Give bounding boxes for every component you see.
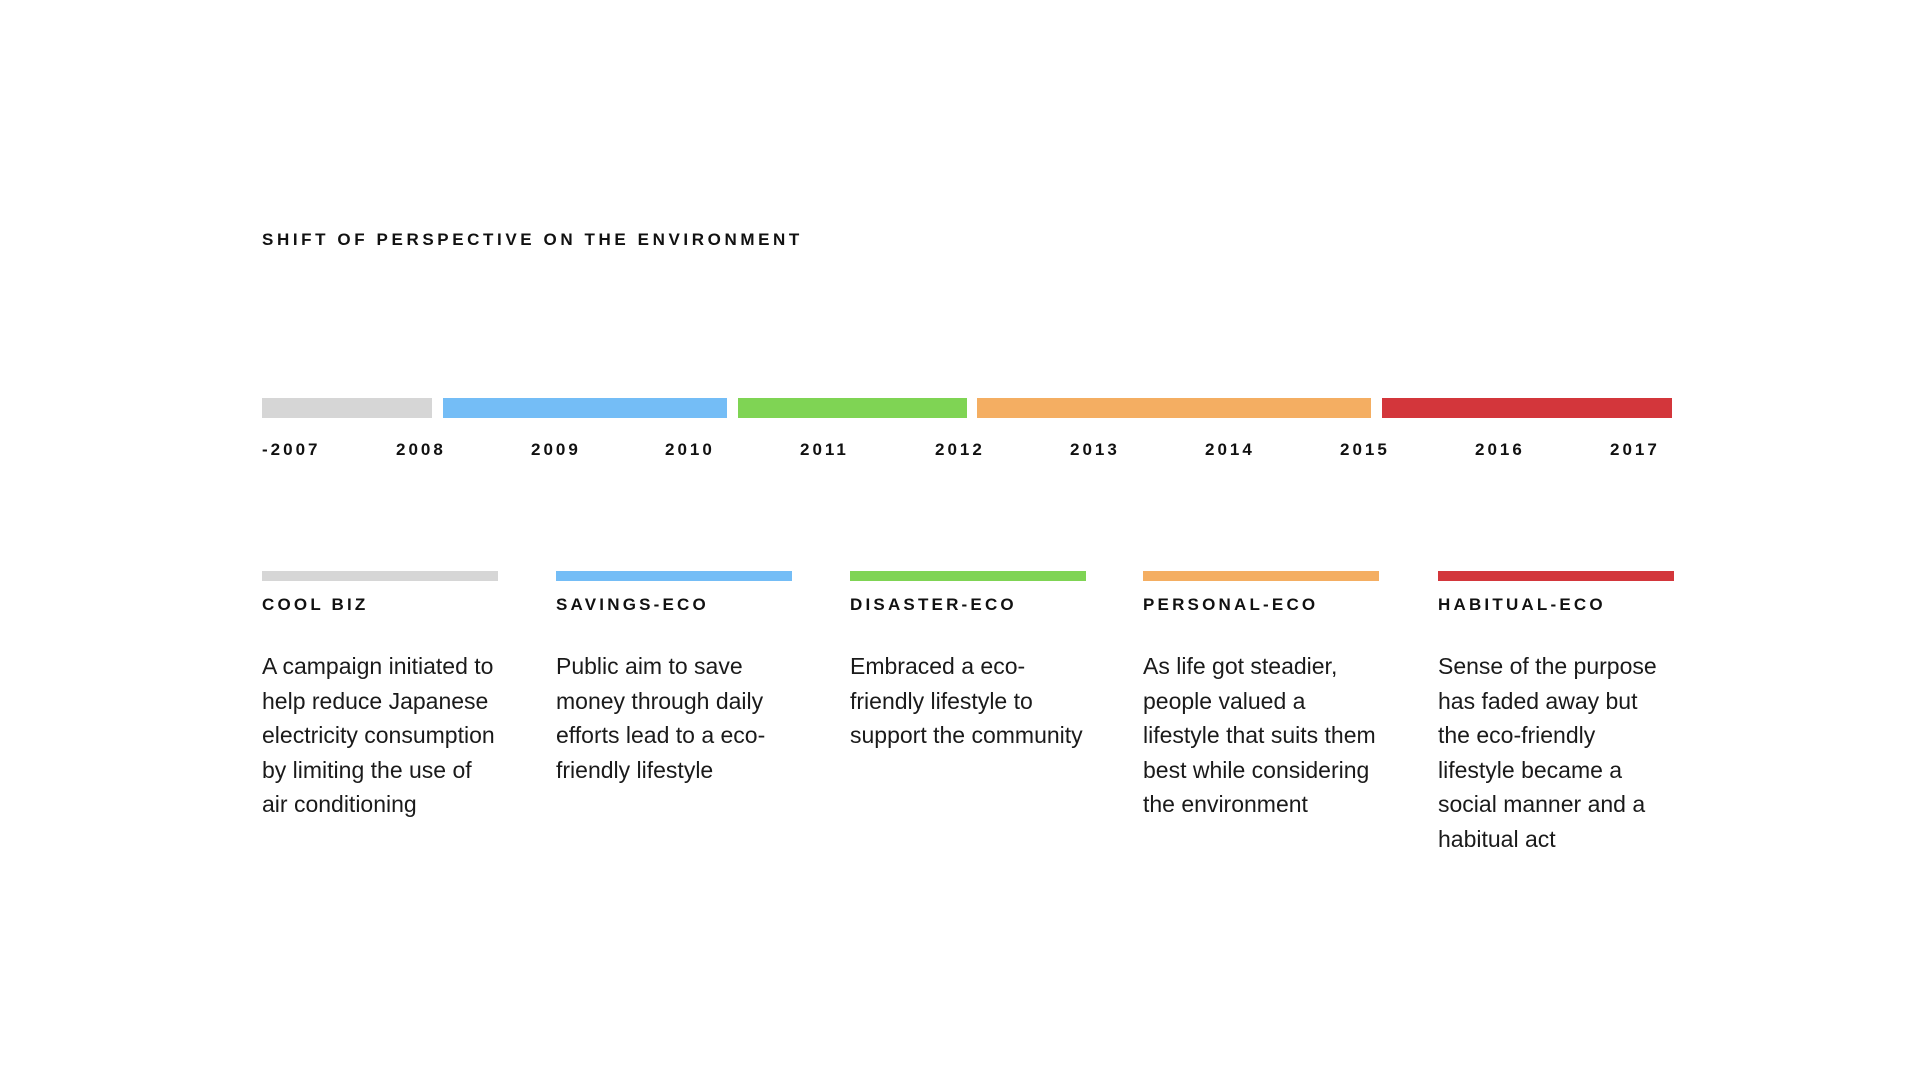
era-description: As life got steadier, people valued a li… [1143, 653, 1376, 817]
year-label: -2007 [262, 440, 321, 459]
year-label: 2013 [1070, 440, 1120, 459]
year-label: 2009 [531, 440, 581, 459]
era-name: COOL BIZ [262, 595, 369, 614]
year-label: 2012 [935, 440, 985, 459]
year-label: 2017 [1610, 440, 1660, 459]
era-color-bar [1438, 571, 1674, 581]
page-title: SHIFT OF PERSPECTIVE ON THE ENVIRONMENT [262, 230, 803, 249]
era-description: A campaign initiated to help reduce Japa… [262, 653, 495, 817]
era-name: SAVINGS-ECO [556, 595, 709, 614]
timeline-segment-disaster-eco [738, 398, 967, 418]
era-personal-eco: PERSONAL-ECO As life got steadier, peopl… [1143, 571, 1379, 822]
era-description: Public aim to save money through daily e… [556, 653, 766, 783]
era-name: DISASTER-ECO [850, 595, 1017, 614]
era-color-bar [556, 571, 792, 581]
era-color-bar [850, 571, 1086, 581]
era-disaster-eco: DISASTER-ECO Embraced a eco-friendly lif… [850, 571, 1086, 753]
era-color-bar [1143, 571, 1379, 581]
timeline-segment-savings-eco [443, 398, 727, 418]
era-description: Sense of the purpose has faded away but … [1438, 653, 1657, 852]
era-name: HABITUAL-ECO [1438, 595, 1606, 614]
era-cool-biz: COOL BIZ A campaign initiated to help re… [262, 571, 498, 822]
timeline-segment-personal-eco [977, 398, 1371, 418]
timeline-segment-cool-biz [262, 398, 432, 418]
year-label: 2010 [665, 440, 715, 459]
era-habitual-eco: HABITUAL-ECO Sense of the purpose has fa… [1438, 571, 1674, 856]
year-label: 2016 [1475, 440, 1525, 459]
year-label: 2015 [1340, 440, 1390, 459]
year-label: 2008 [396, 440, 446, 459]
timeline-segment-habitual-eco [1382, 398, 1672, 418]
year-label: 2011 [800, 440, 849, 459]
era-color-bar [262, 571, 498, 581]
era-name: PERSONAL-ECO [1143, 595, 1319, 614]
era-description: Embraced a eco-friendly lifestyle to sup… [850, 653, 1083, 748]
year-label: 2014 [1205, 440, 1255, 459]
era-savings-eco: SAVINGS-ECO Public aim to save money thr… [556, 571, 792, 787]
